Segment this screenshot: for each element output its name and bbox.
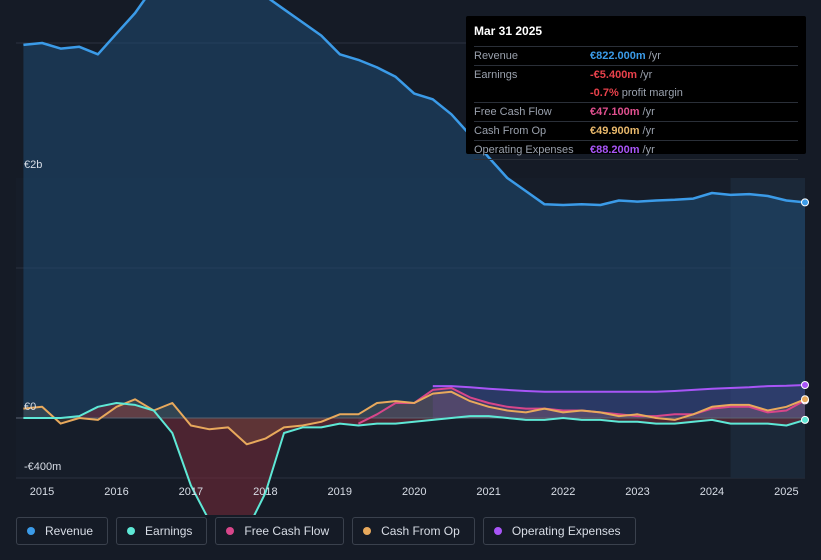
earnings-area: [23, 403, 805, 515]
tooltip-label: [474, 85, 590, 101]
series-end-markers: [801, 198, 809, 424]
revenue-area: [23, 0, 805, 418]
tooltip: Mar 31 2025 Revenue €822.000m /yr Earnin…: [466, 16, 806, 160]
y-tick-label: €2b: [24, 159, 42, 171]
legend: Revenue Earnings Free Cash Flow Cash Fro…: [16, 517, 644, 545]
tooltip-row-earnings: Earnings -€5.400m /yr: [474, 66, 798, 84]
legend-dot-icon: [27, 527, 35, 535]
x-tick-label: 2018: [253, 486, 277, 498]
tooltip-value: €88.200m: [590, 144, 640, 156]
x-tick-label: 2022: [551, 486, 575, 498]
y-tick-label: -€400m: [24, 461, 61, 473]
legend-label: Cash From Op: [381, 524, 460, 538]
legend-item-revenue[interactable]: Revenue: [16, 517, 109, 545]
tooltip-row-revenue: Revenue €822.000m /yr: [474, 47, 798, 66]
tooltip-unit: /yr: [642, 144, 655, 156]
tooltip-unit: /yr: [648, 50, 661, 62]
tooltip-value: €49.900m: [590, 125, 640, 137]
x-tick-label: 2020: [402, 486, 426, 498]
operating-expenses-end-point: [801, 381, 809, 389]
tooltip-label: Earnings: [474, 69, 518, 81]
y-axis-labels: €2b €0 -€400m: [24, 159, 61, 473]
operating-expenses-area: [432, 385, 805, 418]
tooltip-label: Cash From Op: [474, 125, 547, 137]
legend-label: Earnings: [145, 524, 193, 538]
tooltip-value: €822.000m: [590, 50, 646, 62]
series-lines: [23, 0, 806, 515]
legend-dot-icon: [226, 527, 235, 535]
y-tick-label: €0: [24, 401, 36, 413]
operating-expenses-line: [432, 384, 806, 393]
cash-from-op-end-point: [801, 395, 809, 404]
tooltip-unit: profit margin: [621, 87, 683, 99]
earnings-end-point: [801, 415, 809, 424]
legend-dot-icon: [127, 527, 136, 535]
legend-item-operating-expenses[interactable]: Operating Expenses: [482, 517, 636, 545]
tooltip-date: Mar 31 2025: [474, 24, 798, 47]
tooltip-unit: /yr: [642, 125, 655, 137]
x-tick-label: 2025: [774, 486, 798, 498]
tooltip-value: €47.100m: [590, 106, 640, 118]
revenue-end-point: [801, 198, 809, 207]
legend-item-free-cash-flow[interactable]: Free Cash Flow: [215, 517, 345, 545]
legend-label: Revenue: [45, 524, 94, 538]
tooltip-label: Free Cash Flow: [474, 106, 552, 118]
x-tick-label: 2017: [179, 486, 203, 498]
legend-label: Free Cash Flow: [244, 524, 330, 538]
tooltip-label: Revenue: [474, 50, 519, 62]
x-tick-label: 2024: [700, 486, 724, 498]
tooltip-row-profit-margin: -0.7% profit margin: [474, 84, 798, 103]
legend-item-cash-from-op[interactable]: Cash From Op: [352, 517, 475, 545]
x-tick-label: 2023: [625, 486, 649, 498]
tooltip-row-operating-expenses: Operating Expenses €88.200m /yr: [474, 141, 798, 160]
legend-dot-icon: [493, 527, 502, 535]
revenue-line: [23, 0, 806, 207]
tooltip-unit: /yr: [642, 106, 655, 118]
legend-dot-icon: [363, 527, 372, 535]
x-tick-label: 2019: [328, 486, 352, 498]
x-tick-label: 2016: [104, 486, 128, 498]
tooltip-row-cash-from-op: Cash From Op €49.900m /yr: [474, 122, 798, 141]
tooltip-row-free-cash-flow: Free Cash Flow €47.100m /yr: [474, 103, 798, 122]
tooltip-unit: /yr: [640, 69, 653, 81]
x-axis-labels: 2015 2016 2017 2018 2019 2020 2021 2022 2023 2024…: [30, 486, 799, 498]
x-tick-label: 2015: [30, 486, 54, 498]
legend-item-earnings[interactable]: Earnings: [116, 517, 208, 545]
tooltip-value: -0.7%: [590, 87, 619, 99]
earnings-line: [23, 402, 806, 515]
tooltip-value: -€5.400m: [590, 69, 638, 81]
tooltip-label: Operating Expenses: [474, 144, 574, 156]
chart: €2b €0 -€400m 2015 2016 2017 2018 2019 2020 2021…: [16, 0, 809, 515]
legend-label: Operating Expenses: [511, 524, 621, 538]
x-tick-label: 2021: [476, 486, 500, 498]
